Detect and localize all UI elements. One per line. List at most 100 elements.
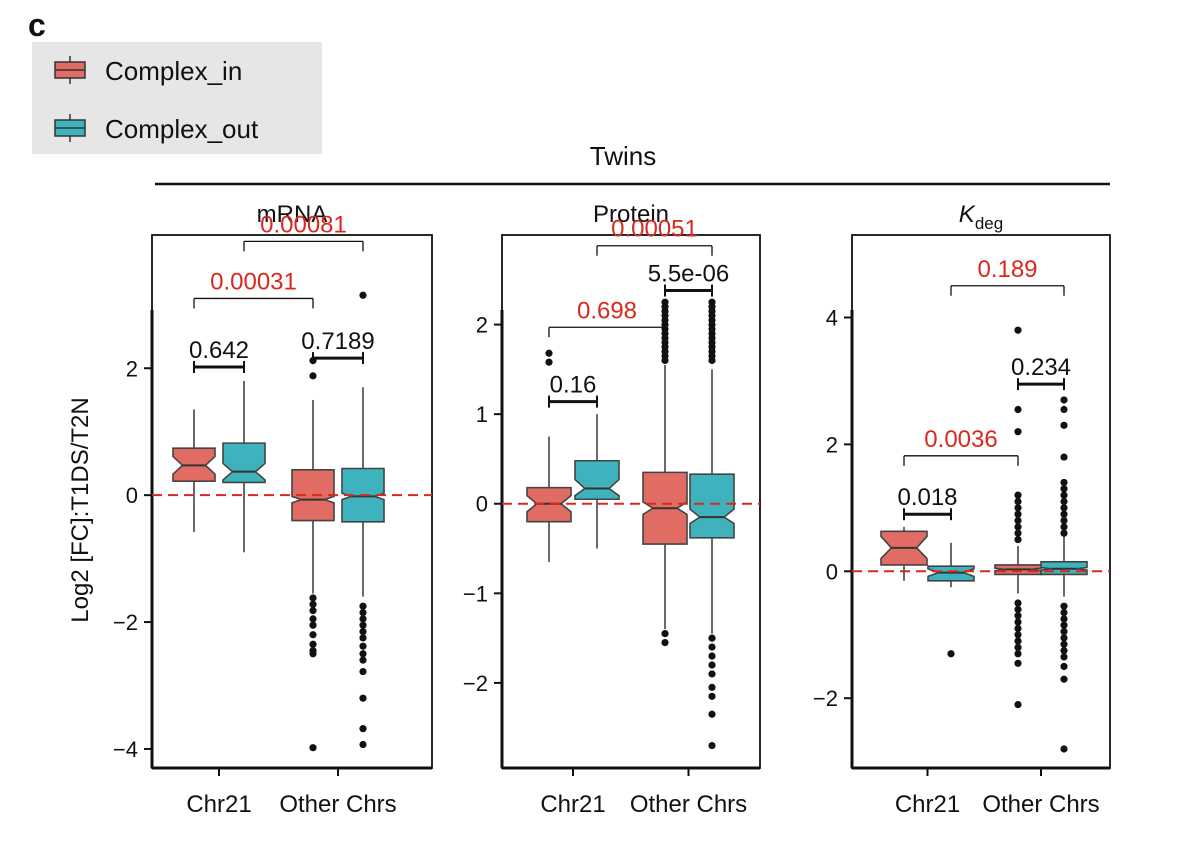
outlier-point xyxy=(1060,396,1068,404)
chart-panel-2: Protein −2 −1 0 1 2 Chr21 Other Chrs 0.16 5.5e-06… xyxy=(463,201,761,818)
outlier-point xyxy=(708,670,716,678)
comparison-significant: 0.00051 xyxy=(596,216,713,256)
p-value-label: 0.00081 xyxy=(260,211,347,238)
comparison-within: 0.642 xyxy=(189,337,249,373)
p-value-label: 5.5e-06 xyxy=(648,261,729,288)
outlier-point xyxy=(1060,602,1068,610)
outlier-point xyxy=(1060,745,1068,753)
p-value-label: 0.018 xyxy=(897,484,957,511)
chart-panel-1: mRNA −4 −2 0 2 Chr21 Other Chrs 0.642 0.7189 0.00… xyxy=(113,201,433,818)
outlier-point xyxy=(1060,529,1068,537)
p-value-label: 0.642 xyxy=(189,337,249,364)
comparison-significant: 0.00081 xyxy=(243,211,364,252)
outlier-point xyxy=(1060,453,1068,461)
outlier-point xyxy=(1014,516,1022,525)
outlier-point xyxy=(309,607,317,615)
outlier-point xyxy=(1014,700,1022,709)
y-tick-label: 0 xyxy=(476,492,488,517)
overline-title: Twins xyxy=(590,141,656,171)
outlier-point xyxy=(359,650,367,658)
panel-title: mRNA xyxy=(257,201,328,228)
outlier-point xyxy=(309,615,317,623)
comparison-within: 0.234 xyxy=(1011,354,1071,391)
y-tick-label: −2 xyxy=(113,610,138,635)
outlier-point xyxy=(1060,478,1068,487)
x-tick-label: Other Chrs xyxy=(279,791,396,818)
y-tick-label: −2 xyxy=(463,671,488,696)
y-tick-label: −1 xyxy=(463,581,488,606)
outlier-point xyxy=(1060,510,1068,518)
box-complex-in-other-chrs xyxy=(994,326,1042,709)
outlier-point xyxy=(1014,529,1022,537)
y-tick-label: −2 xyxy=(813,686,838,711)
comparison-significant: 0.0036 xyxy=(903,426,1019,466)
outlier-point xyxy=(1060,615,1068,623)
legend-label-complex-in: Complex_in xyxy=(105,56,242,86)
outlier-point xyxy=(1014,405,1022,414)
box-complex-in-other-chrs xyxy=(642,298,688,647)
outlier-point xyxy=(1060,516,1068,525)
outlier-point xyxy=(309,640,317,648)
box-complex-in-other-chrs xyxy=(291,357,335,752)
box-complex-in-chr21 xyxy=(880,526,928,581)
outlier-point xyxy=(359,615,367,623)
p-value-label: 0.0036 xyxy=(924,426,997,453)
box-complex-out-chr21 xyxy=(574,414,620,549)
x-tick-label: Other Chrs xyxy=(982,791,1099,818)
comparison-significant: 0.00031 xyxy=(193,268,314,309)
outlier-point xyxy=(1060,647,1068,655)
outlier-point xyxy=(1060,523,1068,531)
outlier-point xyxy=(309,744,317,752)
comparison-within: 0.7189 xyxy=(301,328,375,365)
y-tick-label: −4 xyxy=(113,737,138,762)
outlier-point xyxy=(1014,637,1022,645)
y-tick-label: 1 xyxy=(476,402,488,427)
outlier-point xyxy=(1060,504,1068,512)
outlier-point xyxy=(1060,497,1068,506)
notched-box xyxy=(689,473,735,539)
outlier-point xyxy=(1060,608,1068,617)
p-value-label: 0.00051 xyxy=(611,216,698,243)
outlier-point xyxy=(708,643,716,651)
box-complex-out-chr21 xyxy=(927,542,975,658)
panel-title: Protein xyxy=(593,201,669,228)
outlier-point xyxy=(359,667,367,676)
chart-panel-3: Kdeg −2 0 2 4 Chr21 Other Chrs 0.018 0.234 0.0036… xyxy=(813,201,1111,818)
outlier-point xyxy=(359,656,367,664)
p-value-label: 0.698 xyxy=(577,297,637,324)
outlier-point xyxy=(359,694,367,702)
legend-item-complex-in: Complex_in xyxy=(54,56,242,86)
comparison-within: 0.018 xyxy=(897,484,958,521)
outlier-point xyxy=(1014,624,1022,633)
outlier-point xyxy=(1014,504,1022,512)
outlier-point xyxy=(708,661,716,669)
outlier-point xyxy=(1014,650,1022,658)
outlier-point xyxy=(545,358,553,366)
notched-box xyxy=(222,442,266,484)
panel-frame xyxy=(851,234,1111,769)
outlier-point xyxy=(545,349,553,357)
comparison-within: 5.5e-06 xyxy=(648,261,729,297)
panel-title: Kdeg xyxy=(959,201,1003,233)
outlier-point xyxy=(1060,634,1068,642)
outlier-point xyxy=(309,631,317,639)
y-tick-label: 2 xyxy=(476,313,488,338)
outlier-point xyxy=(708,742,716,750)
outlier-point xyxy=(661,630,669,638)
outlier-point xyxy=(1014,535,1022,544)
outlier-point xyxy=(359,725,367,733)
p-value-label: 0.00031 xyxy=(210,268,297,295)
outlier-point xyxy=(1014,605,1022,613)
y-tick-label: 2 xyxy=(126,356,138,381)
outlier-point xyxy=(1014,497,1022,506)
outlier-point xyxy=(708,356,716,365)
outlier-point xyxy=(359,627,367,636)
outlier-point xyxy=(1060,621,1068,629)
outlier-point xyxy=(1014,643,1022,652)
outlier-point xyxy=(708,652,716,660)
outlier-point xyxy=(1060,627,1068,636)
box-complex-in-chr21 xyxy=(172,409,216,532)
y-tick-label: 0 xyxy=(126,483,138,508)
outlier-point xyxy=(708,710,716,718)
outlier-point xyxy=(661,356,669,365)
